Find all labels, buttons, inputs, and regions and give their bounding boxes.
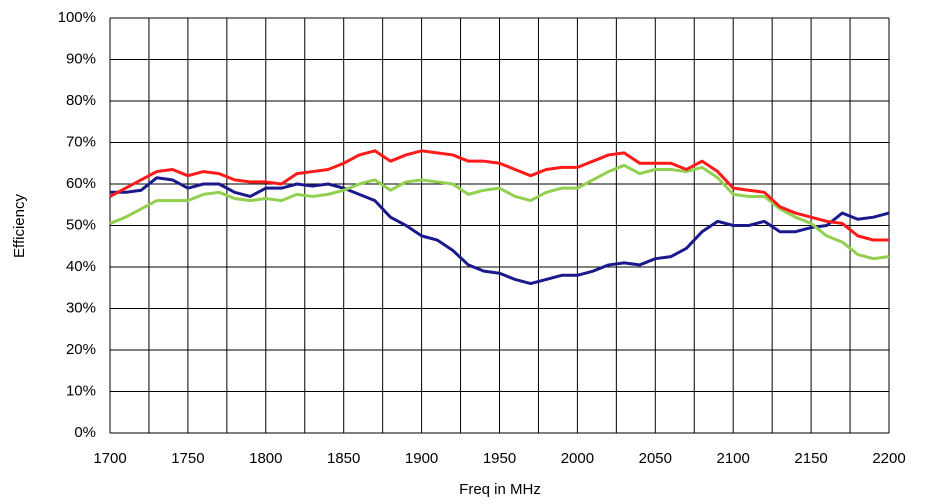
x-tick-label: 1750 bbox=[171, 450, 204, 467]
y-axis-label: Efficiency bbox=[11, 194, 28, 258]
x-tick-label: 1800 bbox=[249, 450, 282, 467]
x-tick-label: 1700 bbox=[93, 450, 126, 467]
y-tick-label: 70% bbox=[66, 133, 96, 150]
y-tick-label: 50% bbox=[66, 216, 96, 233]
x-tick-label: 2050 bbox=[639, 450, 672, 467]
y-tick-label: 100% bbox=[58, 9, 96, 26]
y-tick-label: 20% bbox=[66, 341, 96, 358]
x-tick-label: 2150 bbox=[794, 450, 827, 467]
y-tick-label: 0% bbox=[74, 424, 96, 441]
y-tick-label: 10% bbox=[66, 382, 96, 399]
x-tick-label: 1950 bbox=[483, 450, 516, 467]
y-tick-label: 40% bbox=[66, 258, 96, 275]
series-line bbox=[110, 176, 890, 286]
y-tick-label: 90% bbox=[66, 50, 96, 67]
x-axis-label: Freq in MHz bbox=[459, 481, 541, 498]
x-tick-label: 2200 bbox=[872, 450, 905, 467]
x-tick-label: 2100 bbox=[717, 450, 750, 467]
y-tick-label: 60% bbox=[66, 175, 96, 192]
series-line bbox=[109, 163, 890, 261]
x-tick-label: 1900 bbox=[405, 450, 438, 467]
y-tick-label: 30% bbox=[66, 299, 96, 316]
x-tick-label: 1850 bbox=[327, 450, 360, 467]
x-tick-label: 2000 bbox=[561, 450, 594, 467]
y-tick-label: 80% bbox=[66, 92, 96, 109]
series-line bbox=[109, 149, 889, 242]
